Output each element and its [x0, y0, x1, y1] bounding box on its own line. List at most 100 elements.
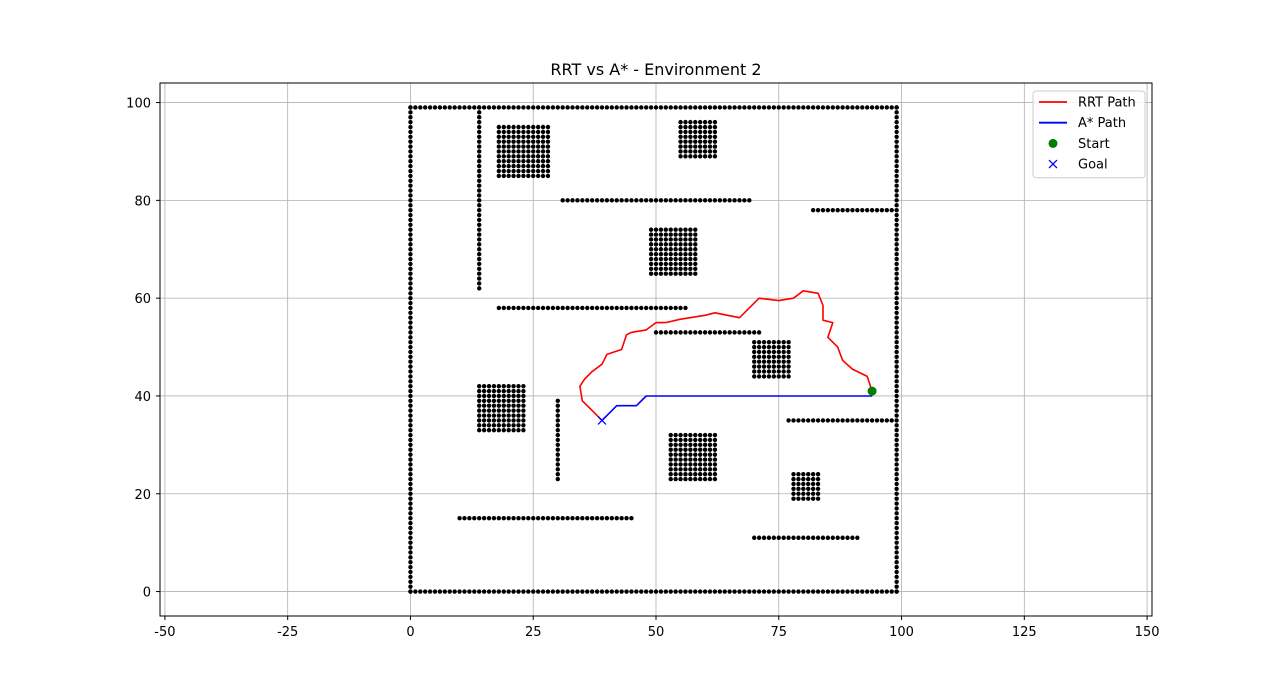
obstacle-point [693, 242, 698, 247]
obstacle-point [678, 442, 683, 448]
obstacle-point [668, 467, 673, 472]
obstacle-point [521, 393, 526, 399]
obstacle-point [683, 198, 688, 203]
obstacle-point [874, 105, 880, 110]
obstacle-point [683, 256, 688, 262]
obstacle-point [668, 271, 673, 276]
obstacle-point [678, 105, 683, 110]
obstacle-point [477, 418, 482, 423]
obstacle-point [756, 105, 762, 110]
obstacle-point [408, 369, 413, 374]
obstacle-point [894, 124, 899, 130]
obstacle-point [673, 432, 678, 438]
obstacle-point [894, 271, 899, 276]
obstacle-point [422, 105, 428, 110]
obstacle-point [535, 159, 541, 164]
obstacle-point [688, 462, 693, 467]
obstacle-point [496, 413, 502, 418]
obstacle-point [604, 589, 610, 594]
obstacle-point [693, 134, 698, 139]
obstacle-point [683, 154, 688, 159]
obstacle-point [894, 320, 899, 325]
obstacle-point [776, 349, 781, 355]
obstacle-point [585, 198, 590, 203]
obstacle-point [820, 418, 826, 423]
obstacle-point [531, 516, 536, 521]
obstacle-point [516, 173, 521, 179]
obstacle-point [408, 178, 413, 183]
obstacle-point [702, 105, 708, 110]
obstacle-point [486, 418, 492, 423]
obstacle-point [511, 388, 516, 394]
obstacle-point [477, 110, 482, 115]
obstacle-point [511, 173, 516, 179]
obstacle-point [702, 471, 708, 477]
obstacle-point [604, 516, 610, 521]
obstacle-point [771, 589, 777, 594]
obstacle-point [786, 344, 791, 350]
obstacle-point [702, 457, 708, 462]
obstacle-point [599, 305, 605, 311]
y-tick-label: 40 [134, 390, 151, 405]
obstacle-point [521, 305, 526, 311]
obstacle-point [688, 251, 693, 257]
obstacle-point [801, 535, 806, 540]
obstacle-point [535, 129, 541, 135]
obstacle-point [408, 183, 413, 188]
obstacle-point [894, 242, 899, 247]
obstacle-point [496, 168, 502, 174]
obstacle-point [801, 105, 806, 110]
obstacle-point [668, 462, 673, 467]
obstacle-point [408, 413, 413, 418]
obstacle-point [683, 227, 688, 232]
obstacle-point [697, 589, 703, 594]
obstacle-point [894, 129, 899, 135]
obstacle-point [683, 237, 688, 242]
obstacle-point [678, 271, 683, 276]
obstacle-point [477, 589, 482, 594]
obstacle-point [815, 481, 821, 487]
obstacle-point [545, 105, 551, 110]
obstacle-point [894, 511, 899, 516]
x-tick-label: 100 [889, 625, 914, 640]
obstacle-point [688, 154, 693, 159]
obstacle-point [477, 217, 482, 223]
obstacle-point [707, 119, 713, 125]
obstacle-point [629, 105, 634, 110]
obstacle-point [668, 442, 673, 448]
obstacle-point [663, 266, 669, 272]
obstacle-point [894, 501, 899, 506]
obstacle-point [560, 589, 565, 594]
obstacle-point [550, 516, 556, 521]
obstacle-point [894, 266, 899, 272]
obstacle-point [894, 188, 899, 193]
obstacle-point [516, 129, 521, 135]
obstacle-point [477, 222, 482, 228]
obstacle-point [796, 105, 801, 110]
obstacle-point [712, 471, 718, 477]
obstacle-point [648, 237, 654, 242]
obstacle-point [408, 462, 413, 467]
obstacle-point [408, 349, 413, 355]
obstacle-point [511, 168, 516, 174]
obstacle-point [722, 589, 727, 594]
obstacle-point [801, 481, 806, 487]
obstacle-point [496, 408, 502, 413]
obstacle-point [501, 408, 506, 413]
obstacle-point [707, 198, 713, 203]
obstacle-point [761, 589, 767, 594]
obstacle-point [658, 198, 664, 203]
obstacle-point [486, 403, 492, 408]
obstacle-point [894, 178, 899, 183]
obstacle-point [894, 540, 899, 545]
obstacle-point [643, 305, 649, 311]
obstacle-point [894, 560, 899, 565]
obstacle-point [511, 403, 516, 408]
obstacle-point [761, 535, 767, 540]
obstacle-point [575, 305, 580, 311]
obstacle-point [481, 403, 487, 408]
obstacle-point [481, 589, 487, 594]
obstacle-point [555, 398, 560, 404]
obstacle-point [894, 115, 899, 120]
obstacle-point [521, 383, 526, 389]
